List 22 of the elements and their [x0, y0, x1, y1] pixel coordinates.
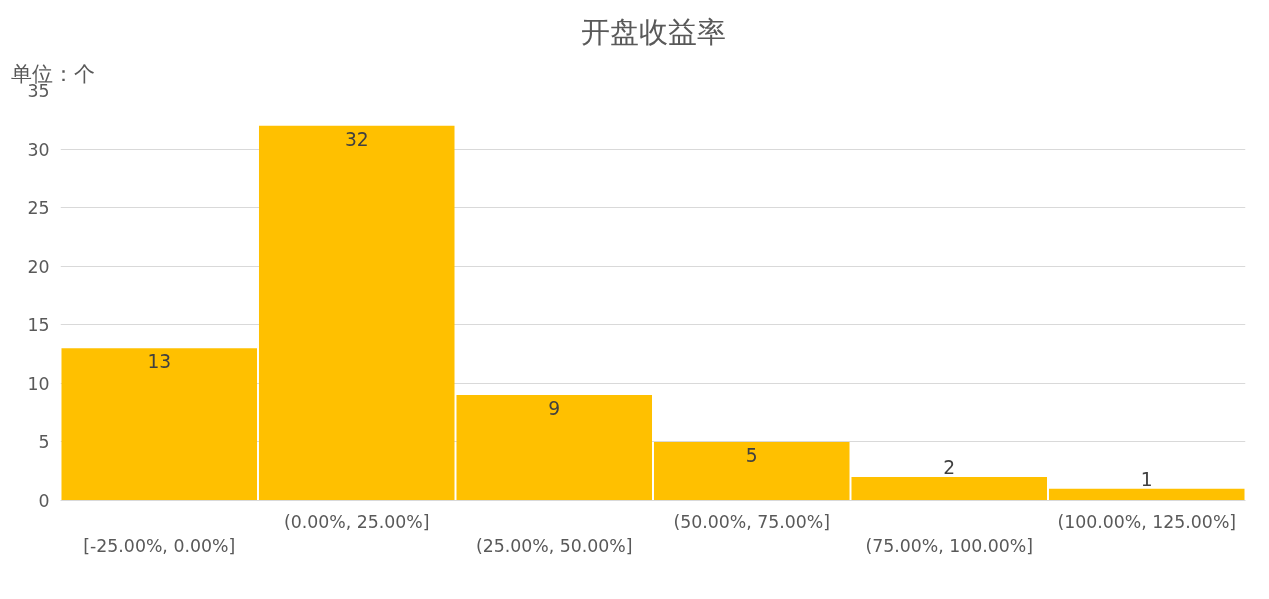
x-tick-label: (100.00%, 125.00%] — [1057, 511, 1237, 532]
y-tick-label: 30 — [27, 139, 50, 160]
y-tick-label: 15 — [27, 315, 50, 336]
y-tick-label: 5 — [38, 432, 50, 453]
y-tick-label: 20 — [27, 256, 50, 277]
x-tick-label: (25.00%, 50.00%] — [475, 535, 633, 556]
data-label: 13 — [147, 351, 172, 373]
data-label: 32 — [344, 128, 369, 150]
bar — [61, 348, 258, 501]
x-tick-label: (50.00%, 75.00%] — [673, 511, 831, 532]
y-tick-label: 25 — [27, 198, 50, 219]
x-tick-label: (0.00%, 25.00%] — [283, 511, 430, 532]
y-tick-label: 10 — [27, 373, 50, 394]
bar — [1048, 488, 1245, 501]
y-tick-label: 0 — [38, 491, 50, 511]
data-label: 1 — [1140, 468, 1153, 490]
x-tick-label: [-25.00%, 0.00%] — [83, 535, 236, 556]
data-label: 5 — [745, 444, 758, 466]
data-label: 9 — [548, 398, 561, 420]
x-tick-label: (75.00%, 100.00%] — [865, 535, 1034, 556]
chart-title: 开盘收益率 — [580, 14, 726, 49]
data-label: 2 — [943, 457, 956, 479]
